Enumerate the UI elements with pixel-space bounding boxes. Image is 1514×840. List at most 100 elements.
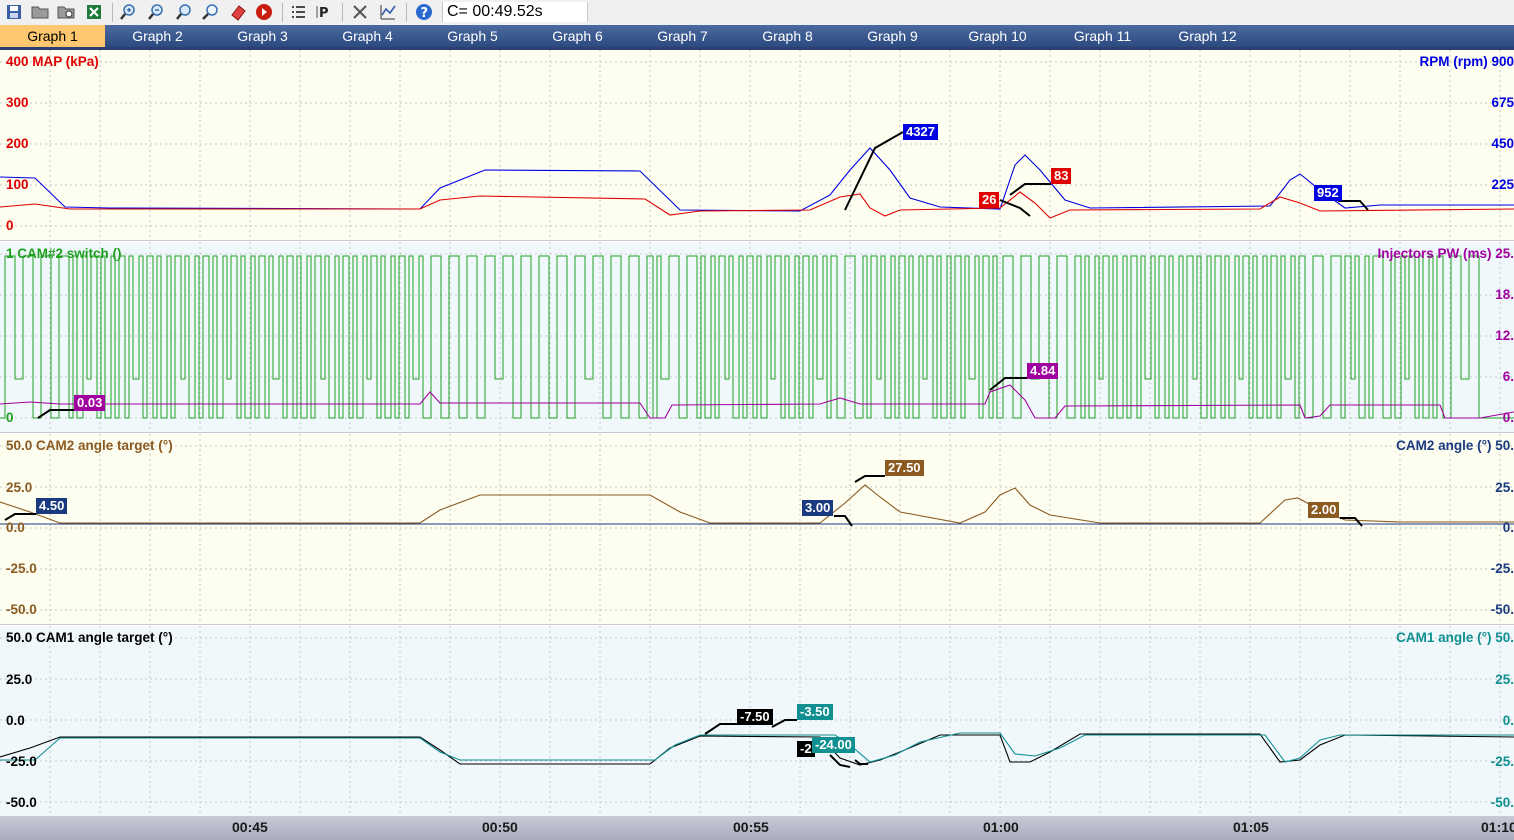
zoom-fit-icon[interactable] <box>174 2 194 22</box>
tag-leader-line <box>834 515 853 527</box>
tab-graph-12[interactable]: Graph 12 <box>1178 28 1237 44</box>
list-icon[interactable] <box>288 2 308 22</box>
tab-graph-8[interactable]: Graph 8 <box>762 28 813 44</box>
right-tick-label: 0. <box>1502 410 1514 425</box>
value-tag: 4327 <box>903 124 938 140</box>
tag-leader-line <box>989 377 1027 391</box>
tab-graph-1[interactable]: Graph 1 <box>0 25 105 47</box>
rpm-trace <box>0 147 1514 212</box>
time-axis-label: 00:45 <box>232 819 268 835</box>
right-tick-label: 25. <box>1495 672 1514 687</box>
tools-icon[interactable] <box>350 2 370 22</box>
cam2-switch-trace <box>0 255 1514 419</box>
tag-leader-line <box>854 475 885 483</box>
value-tag: 0.03 <box>74 395 106 411</box>
left-tick-label: -50.0 <box>6 795 37 810</box>
panel-plot <box>0 50 1514 240</box>
map-trace <box>0 191 1514 219</box>
right-tick-label: -25. <box>1490 561 1514 576</box>
tab-graph-7[interactable]: Graph 7 <box>657 28 708 44</box>
graph-panel[interactable]: 50.0 CAM2 angle target (°) CAM2 angle (°)… <box>0 434 1514 625</box>
right-tick-label: 6. <box>1502 369 1514 384</box>
right-tick-label: 0. <box>1502 520 1514 535</box>
left-axis-label: 1 CAM#2 switch () <box>6 246 122 261</box>
graph-panel[interactable]: 1 CAM#2 switch () Injectors PW (ms) 25. 0 1… <box>0 242 1514 433</box>
left-tick-label: 25.0 <box>6 672 33 687</box>
toolbar: P ? C= 00:49.52s <box>0 0 1514 26</box>
tag-leader-line <box>4 513 36 521</box>
value-tag: 952 <box>1314 185 1342 201</box>
left-axis-label: 50.0 CAM1 angle target (°) <box>6 630 173 645</box>
eraser-icon[interactable] <box>228 2 248 22</box>
left-tick-label: 0.0 <box>6 713 25 728</box>
value-tag: -7.50 <box>737 709 773 725</box>
tab-graph-2[interactable]: Graph 2 <box>132 28 183 44</box>
time-axis-label: 01:00 <box>983 819 1019 835</box>
right-tick-label: 18. <box>1495 287 1514 302</box>
chart-settings-icon[interactable] <box>378 2 398 22</box>
value-tag: -3.50 <box>797 704 833 720</box>
zoom-out-icon[interactable] <box>146 2 166 22</box>
tab-graph-11[interactable]: Graph 11 <box>1073 28 1132 44</box>
tag-leader-line <box>1340 517 1363 527</box>
graph-panel[interactable]: 50.0 CAM1 angle target (°) CAM1 angle (°)… <box>0 626 1514 817</box>
save-icon[interactable] <box>4 2 24 22</box>
export-excel-icon[interactable] <box>84 2 104 22</box>
tag-leader-line <box>844 131 904 211</box>
tab-graph-9[interactable]: Graph 9 <box>867 28 918 44</box>
left-tick-label: 0.0 <box>6 520 25 535</box>
value-tag: -24.00 <box>812 737 855 753</box>
tag-leader-line <box>704 723 737 735</box>
value-tag: 26 <box>979 192 1000 208</box>
right-axis-label: RPM (rpm) 900 <box>1419 54 1514 69</box>
left-tick-label: -25.0 <box>6 561 37 576</box>
zoom-reset-icon[interactable] <box>200 2 220 22</box>
tab-graph-3[interactable]: Graph 3 <box>237 28 288 44</box>
right-tick-label: -50. <box>1490 602 1514 617</box>
time-axis-label: 00:50 <box>482 819 518 835</box>
left-tick-label: 0 <box>6 218 14 233</box>
time-axis-label: 01:05 <box>1233 819 1269 835</box>
right-tick-label: 225 <box>1491 177 1514 192</box>
tag-leader-line <box>771 719 797 728</box>
graph-tab-bar: Graph 1 Graph 2 Graph 3 Graph 4 Graph 5 Graph… <box>0 25 1514 50</box>
time-axis-label: 01:10 <box>1481 819 1514 835</box>
panel-plot <box>0 242 1514 432</box>
left-tick-label: 100 <box>6 177 29 192</box>
left-tick-label: 25.0 <box>6 480 33 495</box>
tag-leader-line <box>999 199 1031 217</box>
open-folder-icon[interactable] <box>30 2 50 22</box>
record-icon[interactable] <box>254 2 274 22</box>
right-axis-label: CAM2 angle (°) 50. <box>1396 438 1514 453</box>
value-tag: -2 <box>797 741 815 757</box>
injector-pw-trace <box>0 384 1514 419</box>
graph-panel[interactable]: 400 MAP (kPa) RPM (rpm) 900 300 200 100 0 675 4… <box>0 50 1514 241</box>
tab-graph-6[interactable]: Graph 6 <box>552 28 603 44</box>
tag-leader-line <box>829 754 851 768</box>
left-tick-label: 0 <box>6 410 14 425</box>
left-axis-label: 50.0 CAM2 angle target (°) <box>6 438 173 453</box>
tab-graph-10[interactable]: Graph 10 <box>968 28 1027 44</box>
tab-graph-5[interactable]: Graph 5 <box>447 28 498 44</box>
right-axis-label: Injectors PW (ms) 25. <box>1377 246 1514 261</box>
parameter-icon[interactable]: P <box>314 2 334 22</box>
left-tick-label: 200 <box>6 136 29 151</box>
right-axis-label: CAM1 angle (°) 50. <box>1396 630 1514 645</box>
tag-leader-line <box>1338 200 1369 211</box>
value-tag: 2.00 <box>1308 502 1340 518</box>
right-tick-label: -25. <box>1490 754 1514 769</box>
svg-text:P: P <box>319 6 329 20</box>
time-axis: 00:45 00:50 00:55 01:00 01:05 01:10 <box>0 816 1514 840</box>
left-tick-label: -50.0 <box>6 602 37 617</box>
right-tick-label: 25. <box>1495 480 1514 495</box>
right-tick-label: 0. <box>1502 713 1514 728</box>
help-icon[interactable]: ? <box>414 2 434 22</box>
tag-leader-line <box>854 759 868 765</box>
zoom-in-icon[interactable] <box>118 2 138 22</box>
tab-graph-4[interactable]: Graph 4 <box>342 28 393 44</box>
cam1-angle-trace <box>0 732 1514 763</box>
right-tick-label: 450 <box>1491 136 1514 151</box>
tag-leader-line <box>1009 183 1051 196</box>
tag-leader-line <box>37 409 74 419</box>
open-recent-icon[interactable] <box>56 2 76 22</box>
